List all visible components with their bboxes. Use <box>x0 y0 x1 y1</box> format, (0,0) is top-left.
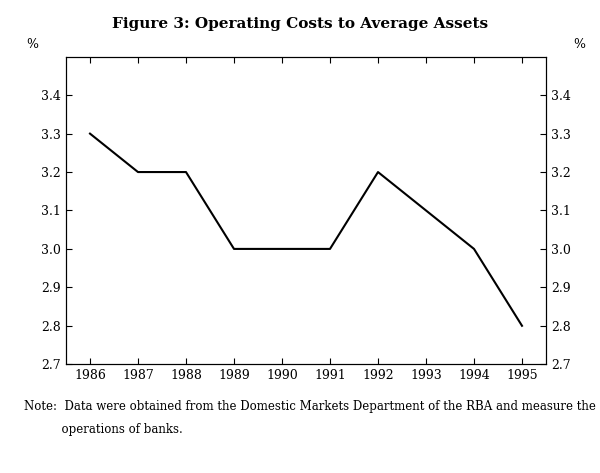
Text: Figure 3: Operating Costs to Average Assets: Figure 3: Operating Costs to Average Ass… <box>112 17 488 31</box>
Text: %: % <box>26 38 38 51</box>
Text: %: % <box>574 38 586 51</box>
Text: operations of banks.: operations of banks. <box>24 423 183 436</box>
Text: Note:  Data were obtained from the Domestic Markets Department of the RBA and me: Note: Data were obtained from the Domest… <box>24 400 600 412</box>
